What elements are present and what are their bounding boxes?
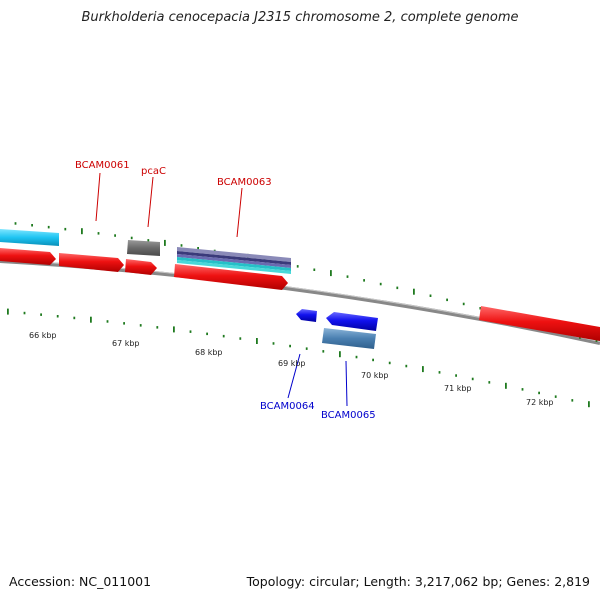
scale-label-68kbp: 68 kbp xyxy=(195,348,223,357)
lower-track-tick xyxy=(23,311,26,315)
upper-track-tick xyxy=(47,225,50,229)
upper-track-tick xyxy=(462,302,465,306)
lower-track-tick xyxy=(339,351,341,358)
upper-track-tick xyxy=(595,339,598,342)
lower-track-tick xyxy=(322,350,325,353)
map-title: Burkholderia cenocepacia J2315 chromosom… xyxy=(81,10,519,25)
lower-track-tick xyxy=(422,366,424,373)
lower-track-tick xyxy=(305,347,308,350)
label-bcam0061[interactable]: BCAM0061 xyxy=(75,160,130,171)
genome-stats-text: Topology: circular; Length: 3,217,062 bp… xyxy=(246,574,590,589)
lower-track-tick xyxy=(388,361,391,365)
upper-track-tick xyxy=(296,265,299,268)
upper-track-tick xyxy=(197,247,199,250)
chromosome-backbone xyxy=(0,259,600,345)
upper-track-tick xyxy=(147,239,150,242)
lower-track-tick xyxy=(7,308,9,315)
lower-track-tick xyxy=(521,388,524,391)
upper-track-tick xyxy=(97,232,100,235)
callout-line-bcam0063 xyxy=(236,187,243,238)
scale-label-67kbp: 67 kbp xyxy=(112,339,140,348)
lower-track-tick xyxy=(40,313,42,316)
lower-tick-track xyxy=(7,308,590,408)
upper-track-tick xyxy=(479,307,482,310)
gene-arrow-right[interactable] xyxy=(479,306,600,341)
callout-line-pcac xyxy=(147,176,154,228)
callout-line-bcam0064 xyxy=(287,353,301,399)
scale-label-71kbp: 71 kbp xyxy=(444,384,472,393)
lower-track-tick xyxy=(156,326,159,329)
lower-track-tick xyxy=(56,315,59,318)
upper-track-tick xyxy=(130,236,133,240)
lower-track-tick xyxy=(256,338,258,344)
upper-track-tick xyxy=(14,222,17,225)
label-bcam0064[interactable]: BCAM0064 xyxy=(260,401,315,412)
scale-label-70kbp: 70 kbp xyxy=(361,371,389,380)
upper-track-tick xyxy=(330,270,332,277)
lower-track-tick xyxy=(438,371,441,374)
upper-track-tick xyxy=(429,294,432,297)
upper-track-tick xyxy=(363,279,365,282)
callout-line-bcam0065 xyxy=(345,360,348,407)
steel-feature-bcam0065[interactable] xyxy=(322,328,376,349)
upper-track-tick xyxy=(31,224,33,227)
gene-arrow-bcam0065[interactable] xyxy=(326,312,378,331)
label-bcam0063[interactable]: BCAM0063 xyxy=(217,177,272,188)
upper-track-tick xyxy=(81,228,83,235)
lower-track-tick xyxy=(505,382,507,389)
lower-track-tick xyxy=(206,332,208,336)
upper-track-tick xyxy=(346,275,349,278)
upper-track-tick xyxy=(396,286,399,290)
scale-label-69kbp: 69 kbp xyxy=(278,359,306,368)
upper-track-tick xyxy=(413,288,415,295)
cyan-feature-left[interactable] xyxy=(0,229,59,246)
upper-track-tick xyxy=(64,227,67,231)
upper-track-tick xyxy=(114,234,116,237)
lower-track-tick xyxy=(405,364,408,368)
scale-label-72kbp: 72 kbp xyxy=(526,398,554,407)
upper-track-tick xyxy=(313,268,316,271)
lower-track-tick xyxy=(272,342,275,345)
lower-track-tick xyxy=(289,344,291,348)
label-pcac[interactable]: pcaC xyxy=(141,166,166,177)
gene-arrow-left-1[interactable] xyxy=(0,248,56,265)
accession-text: Accession: NC_011001 xyxy=(9,574,152,589)
lower-track-tick xyxy=(222,334,225,338)
gene-arrow-bcam0064[interactable] xyxy=(296,309,317,322)
lower-track-tick xyxy=(239,337,242,340)
lower-track-tick xyxy=(471,377,474,381)
upper-track-tick xyxy=(446,298,448,302)
lower-track-tick xyxy=(554,395,557,398)
upper-track-tick xyxy=(180,244,183,247)
lower-track-tick xyxy=(90,316,92,323)
callout-line-bcam0061 xyxy=(95,172,101,222)
lower-track-tick xyxy=(571,399,574,402)
lower-track-tick xyxy=(123,322,125,325)
scale-label-66kbp: 66 kbp xyxy=(29,331,57,340)
lower-track-tick xyxy=(488,381,491,384)
lower-track-tick xyxy=(455,374,457,377)
gene-arrow-bcam0063[interactable] xyxy=(174,264,288,290)
multi-track-feature-bcam0063[interactable] xyxy=(177,247,291,274)
label-bcam0065[interactable]: BCAM0065 xyxy=(321,410,376,421)
lower-track-tick xyxy=(355,355,358,359)
lower-track-tick xyxy=(538,391,540,395)
gray-feature-pcac[interactable] xyxy=(127,240,160,256)
lower-track-tick xyxy=(106,320,109,323)
lower-track-tick xyxy=(173,326,175,333)
gene-arrow-pcac[interactable] xyxy=(125,259,157,275)
upper-track-tick xyxy=(164,239,166,246)
lower-track-tick xyxy=(372,358,374,362)
upper-track-tick xyxy=(379,282,382,286)
lower-track-tick xyxy=(73,316,76,320)
lower-track-tick xyxy=(139,324,142,327)
gene-arrow-bcam0061[interactable] xyxy=(59,253,124,272)
chromosome-backbone-highlight xyxy=(0,259,600,342)
lower-track-tick xyxy=(588,401,590,408)
lower-track-tick xyxy=(189,330,192,333)
